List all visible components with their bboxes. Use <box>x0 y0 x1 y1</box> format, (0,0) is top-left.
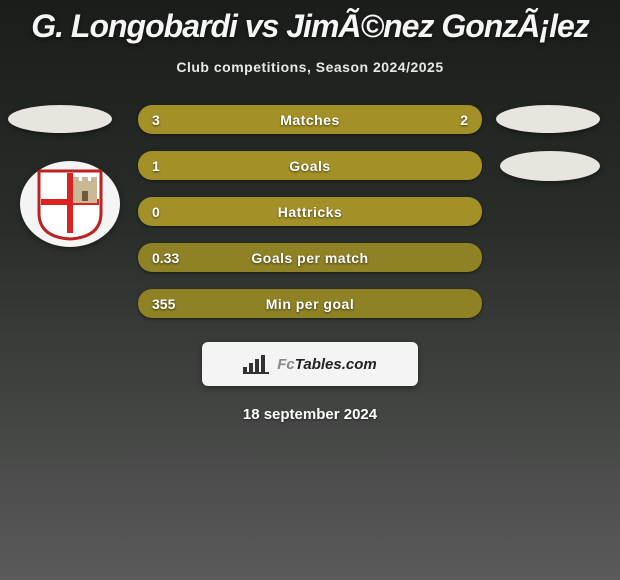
stat-label: Min per goal <box>266 296 354 312</box>
stat-left-value: 0 <box>152 204 160 220</box>
brand-suffix: Tables.com <box>295 356 377 373</box>
left-player-avatar <box>8 105 112 133</box>
page-title: G. Longobardi vs JimÃ©nez GonzÃ¡lez <box>0 0 620 45</box>
left-club-crest <box>20 161 120 247</box>
crest-icon <box>35 167 105 241</box>
stat-bar: 1 Goals <box>138 151 482 180</box>
brand-prefix: Fc <box>277 356 295 373</box>
stat-left-value: 1 <box>152 158 160 174</box>
stat-label: Matches <box>280 112 340 128</box>
content-region: 3 Matches 2 1 Goals 0 Hattricks 0.33 Goals per m… <box>0 105 620 423</box>
right-club-crest <box>500 151 600 181</box>
brand-text: FcTables.com <box>277 356 377 373</box>
stat-left-value: 0.33 <box>152 250 179 266</box>
stat-right-value: 2 <box>460 112 468 128</box>
stat-label: Goals per match <box>251 250 368 266</box>
page-subtitle: Club competitions, Season 2024/2025 <box>0 59 620 75</box>
stat-left-value: 3 <box>152 112 160 128</box>
stat-label: Goals <box>289 158 330 174</box>
stat-bar: 355 Min per goal <box>138 289 482 318</box>
right-player-avatar <box>496 105 600 133</box>
brand-box[interactable]: FcTables.com <box>202 342 418 386</box>
stat-bar: 0.33 Goals per match <box>138 243 482 272</box>
stat-bars: 3 Matches 2 1 Goals 0 Hattricks 0.33 Goals per m… <box>138 105 482 318</box>
stat-bar: 3 Matches 2 <box>138 105 482 134</box>
stat-label: Hattricks <box>278 204 342 220</box>
bar-chart-icon <box>243 353 271 375</box>
stat-left-value: 355 <box>152 296 175 312</box>
stat-bar: 0 Hattricks <box>138 197 482 226</box>
date-label: 18 september 2024 <box>0 406 620 423</box>
